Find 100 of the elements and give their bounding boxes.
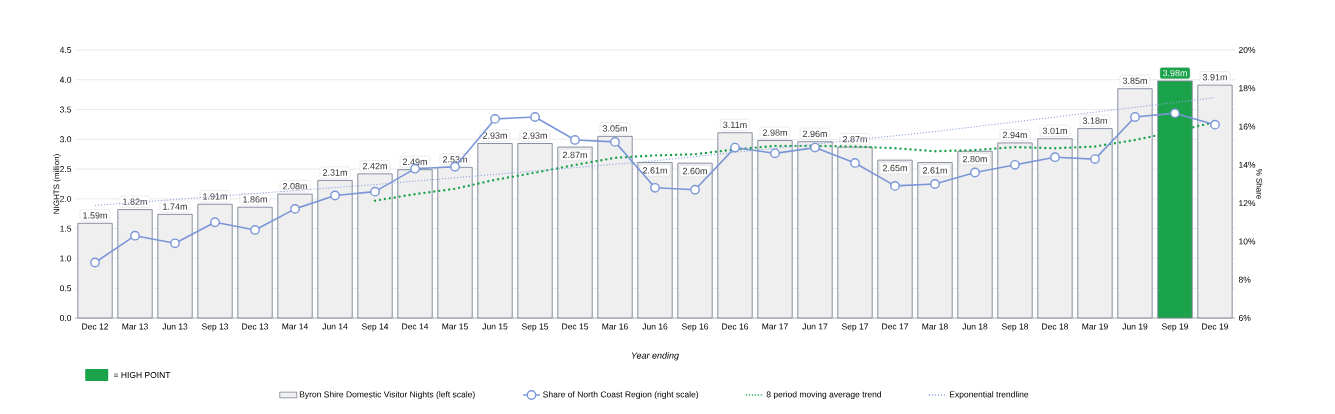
point — [850, 158, 860, 168]
point — [610, 136, 620, 147]
y-tick-label: 4.0 — [59, 76, 72, 83]
x-tick-label: Sep 14 — [361, 323, 389, 332]
data-label: 3.11m — [723, 121, 747, 129]
text: = HIGH POINT — [113, 371, 171, 378]
x-tick-label: Dec 19 — [1202, 323, 1229, 330]
data-label: 2.94m — [1002, 131, 1027, 139]
x-axis-title: Year ending — [631, 352, 679, 361]
x-tick-label: Dec 18 — [1042, 323, 1069, 330]
x-tick-label: Sep 17 — [841, 323, 869, 332]
legend-label: Byron Shire Domestic Visitor Nights (left scale) — [299, 391, 475, 400]
x-tick-label: Sep 18 — [1001, 323, 1029, 332]
y-tick-label: 3.5 — [60, 106, 72, 113]
y2-tick-label: 8% — [1238, 276, 1251, 283]
y-tick-label: 4.5 — [59, 47, 72, 53]
data-label: 2.49m — [402, 158, 427, 165]
y-tick-label: 1.5 — [60, 225, 72, 232]
y2-tick-label: 6% — [1238, 314, 1251, 321]
x-tick-label: Sep 15 — [521, 323, 549, 332]
point — [970, 167, 980, 178]
point — [1210, 119, 1220, 130]
y2-tick-label: 18% — [1239, 85, 1256, 92]
x-tick-label: Jun 18 — [962, 323, 988, 330]
y-tick-label: 3.0 — [60, 136, 72, 143]
point — [130, 230, 140, 241]
x-tick-label: Jun 15 — [482, 323, 508, 330]
x-tick-label: Sep 13 — [201, 323, 229, 332]
point — [290, 203, 300, 214]
data-label: 2.08m — [282, 183, 307, 190]
x-tick-label: Jun 16 — [642, 323, 668, 330]
point — [330, 190, 340, 201]
data-label: 2.61m — [922, 167, 947, 174]
x-tick-label: Mar 15 — [442, 323, 468, 330]
data-label: 1.82m — [123, 198, 147, 205]
x-tick-label: Dec 12 — [82, 323, 109, 330]
y2-tick-label: 12% — [1239, 200, 1256, 207]
point — [490, 114, 500, 124]
point — [1130, 112, 1140, 122]
point — [650, 182, 660, 193]
point — [1050, 152, 1060, 163]
data-label: 2.60m — [682, 167, 707, 175]
data-label: 2.98m — [762, 129, 787, 136]
data-label: 2.93m — [522, 132, 547, 139]
point — [770, 148, 780, 159]
data-label: 1.59m — [83, 212, 107, 219]
data-label: 3.91m — [1202, 74, 1227, 81]
x-tick-label: Dec 16 — [722, 323, 749, 330]
x-tick-label: Mar 19 — [1082, 323, 1108, 330]
data-label: 2.42m — [362, 162, 387, 170]
data-label: 3.01m — [1042, 127, 1067, 135]
x-tick-label: Mar 16 — [602, 323, 628, 330]
point — [890, 181, 900, 191]
y2-tick-label: 20% — [1238, 46, 1256, 53]
x-tick-label: Sep 19 — [1161, 323, 1189, 332]
data-label: 2.80m — [962, 155, 987, 163]
point — [1170, 108, 1180, 119]
x-tick-label: Jun 13 — [162, 323, 188, 330]
point — [810, 142, 820, 153]
point — [530, 112, 540, 122]
legend-label: Share of North Coast Region (right scale) — [543, 391, 699, 400]
data-label: 1.74m — [163, 203, 187, 210]
y-tick-label: 1.0 — [60, 255, 72, 262]
data-label: 2.61m — [642, 167, 667, 174]
x-tick-label: Dec 13 — [242, 323, 269, 330]
x-tick-label: Mar 13 — [122, 323, 148, 330]
y-tick-label: 2.5 — [60, 166, 72, 173]
data-label: 2.65m — [882, 164, 907, 172]
point — [250, 225, 260, 235]
x-tick-label: Jun 17 — [802, 323, 828, 330]
y-tick-label: 2.0 — [60, 195, 72, 202]
point — [1010, 159, 1020, 170]
data-label: 2.96m — [802, 130, 827, 138]
x-tick-label: Dec 14 — [402, 323, 429, 330]
legend-label: 8 period moving average trend — [766, 391, 882, 400]
y-axis-title: NIGHTS (million) — [53, 154, 61, 214]
data-label: 3.05m — [602, 125, 627, 132]
data-label: 3.98m — [1162, 69, 1187, 77]
x-tick-label: Dec 15 — [562, 323, 589, 330]
x-tick-label: Dec 17 — [882, 323, 909, 330]
data-label: 1.86m — [243, 196, 267, 203]
data-label: 3.18m — [1082, 117, 1107, 124]
x-tick-label: Jun 14 — [322, 323, 348, 330]
x-tick-label: Sep 16 — [681, 323, 709, 332]
x-tick-label: Jun 19 — [1122, 323, 1148, 330]
point — [1090, 154, 1100, 164]
data-label: 2.31m — [322, 169, 347, 176]
point — [210, 217, 220, 228]
data-label: 3.85m — [1122, 77, 1147, 85]
data-label: 2.93m — [482, 132, 507, 139]
point — [570, 135, 580, 145]
point — [730, 142, 740, 153]
data-label: 1.91m — [203, 193, 227, 200]
data-label: 2.87m — [562, 151, 587, 159]
x-tick-label: Mar 14 — [282, 323, 308, 330]
y2-tick-label: 10% — [1239, 238, 1256, 245]
y-tick-label: 0.0 — [60, 314, 72, 321]
x-tick-label: Mar 17 — [762, 323, 788, 330]
y2-axis-title: % Share — [1256, 168, 1263, 199]
legend-label: Exponential trendline — [949, 391, 1029, 400]
